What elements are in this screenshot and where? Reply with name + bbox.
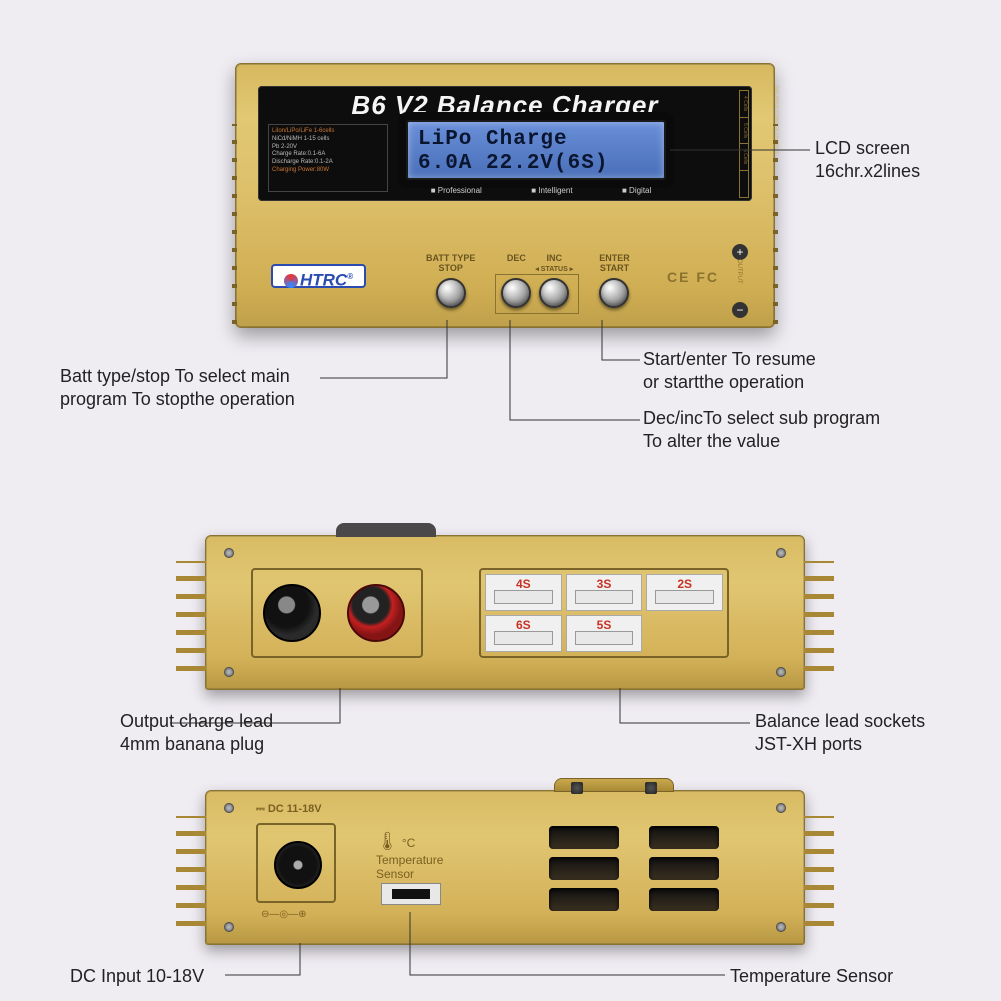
temp-sensor-port[interactable] bbox=[381, 883, 441, 905]
lcd-line2: 6.0A 22.2V(6S) bbox=[418, 152, 654, 176]
heatsink-icon bbox=[176, 816, 206, 926]
banana-plug-red[interactable] bbox=[347, 584, 405, 642]
polarity-label: ⊖—◎—⊕ bbox=[261, 909, 306, 920]
screw-icon bbox=[224, 548, 234, 558]
top-tab bbox=[554, 778, 674, 792]
balance-port-2s[interactable]: 2S bbox=[646, 574, 723, 611]
vent-slots bbox=[549, 826, 719, 911]
vent-icon bbox=[549, 826, 619, 849]
balance-cells-legend: 4 Cells 5 Cells 6 Cells bbox=[739, 90, 749, 198]
banana-port-frame bbox=[251, 568, 423, 658]
brand-logo: HTRC® bbox=[271, 264, 366, 288]
lcd-screen: LiPo Charge 6.0A 22.2V(6S) bbox=[406, 120, 666, 180]
annotation-start-enter: Start/enter To resume or startthe operat… bbox=[643, 348, 816, 395]
balance-port-6s[interactable]: 6S bbox=[485, 615, 562, 652]
balance-port-4s[interactable]: 4S bbox=[485, 574, 562, 611]
annotation-temp-sensor: Temperature Sensor bbox=[730, 965, 893, 988]
batt-type-stop-button[interactable] bbox=[436, 278, 466, 308]
annotation-batt-stop: Batt type/stop To select main program To… bbox=[60, 365, 295, 412]
screw-icon bbox=[776, 803, 786, 813]
spec-panel: LiIon/LiPo/LiFe 1-6cells NiCd/NiMH 1-15 … bbox=[268, 124, 388, 192]
temp-sensor-label: °C Temperature Sensor bbox=[376, 831, 443, 881]
output-minus-icon: − bbox=[732, 302, 748, 318]
banana-plug-black[interactable] bbox=[263, 584, 321, 642]
annotation-banana: Output charge lead 4mm banana plug bbox=[120, 710, 273, 757]
heatsink-icon bbox=[176, 561, 206, 671]
screw-icon bbox=[224, 667, 234, 677]
product-title: B6 V2 Balance Charger bbox=[258, 90, 752, 121]
balance-output-label: BALANCE CHARGE OUTPUT bbox=[759, 86, 779, 201]
output-plus-icon: + bbox=[732, 244, 748, 260]
heatsink-icon bbox=[804, 561, 834, 671]
rubber-foot bbox=[336, 523, 436, 537]
screw-icon bbox=[224, 922, 234, 932]
product-title-text: B6 V2 Balance Charger bbox=[351, 90, 658, 120]
lcd-line1: LiPo Charge bbox=[418, 128, 654, 152]
balance-socket-frame: 4S 3S 2S 6S 5S bbox=[479, 568, 729, 658]
dc-voltage-label: ⎓ DC 11-18V bbox=[256, 803, 322, 816]
output-label: OUTPUT bbox=[736, 259, 742, 284]
vent-icon bbox=[549, 888, 619, 911]
dc-jack-frame bbox=[256, 823, 336, 903]
inc-button[interactable] bbox=[539, 278, 569, 308]
screw-icon bbox=[776, 548, 786, 558]
ce-fc-mark: CE FC bbox=[667, 269, 719, 285]
dec-button[interactable] bbox=[501, 278, 531, 308]
heatsink-icon bbox=[804, 816, 834, 926]
screw-icon bbox=[776, 922, 786, 932]
vent-icon bbox=[649, 826, 719, 849]
front-panel-inset: B6 V2 Balance Charger LiIon/LiPo/LiFe 1-… bbox=[258, 86, 752, 201]
button-row: BATT TYPESTOP DEC INC◂ STATUS ▸ ENTERSTA… bbox=[426, 254, 630, 308]
annotation-lcd: LCD screen 16chr.x2lines bbox=[815, 137, 920, 184]
lcd-sublabels: ■ Professional ■ Intelligent ■ Digital bbox=[406, 186, 676, 195]
vent-icon bbox=[649, 857, 719, 880]
charger-side-input-view: ⎓ DC 11-18V ⊖—◎—⊕ °C Temperature Sensor bbox=[205, 790, 805, 945]
screw-icon bbox=[224, 803, 234, 813]
annotation-balance: Balance lead sockets JST-XH ports bbox=[755, 710, 925, 757]
enter-start-button[interactable] bbox=[599, 278, 629, 308]
charger-front-view: B6 V2 Balance Charger LiIon/LiPo/LiFe 1-… bbox=[235, 63, 775, 328]
charger-side-output-view: 4S 3S 2S 6S 5S bbox=[205, 535, 805, 690]
thermometer-icon bbox=[376, 836, 402, 850]
annotation-dc-input: DC Input 10-18V bbox=[70, 965, 204, 988]
annotation-dec-inc: Dec/incTo select sub program To alter th… bbox=[643, 407, 880, 454]
balance-port-5s[interactable]: 5S bbox=[566, 615, 643, 652]
balance-port-3s[interactable]: 3S bbox=[566, 574, 643, 611]
vent-icon bbox=[649, 888, 719, 911]
screw-icon bbox=[776, 667, 786, 677]
vent-icon bbox=[549, 857, 619, 880]
dc-barrel-jack[interactable] bbox=[274, 841, 322, 889]
